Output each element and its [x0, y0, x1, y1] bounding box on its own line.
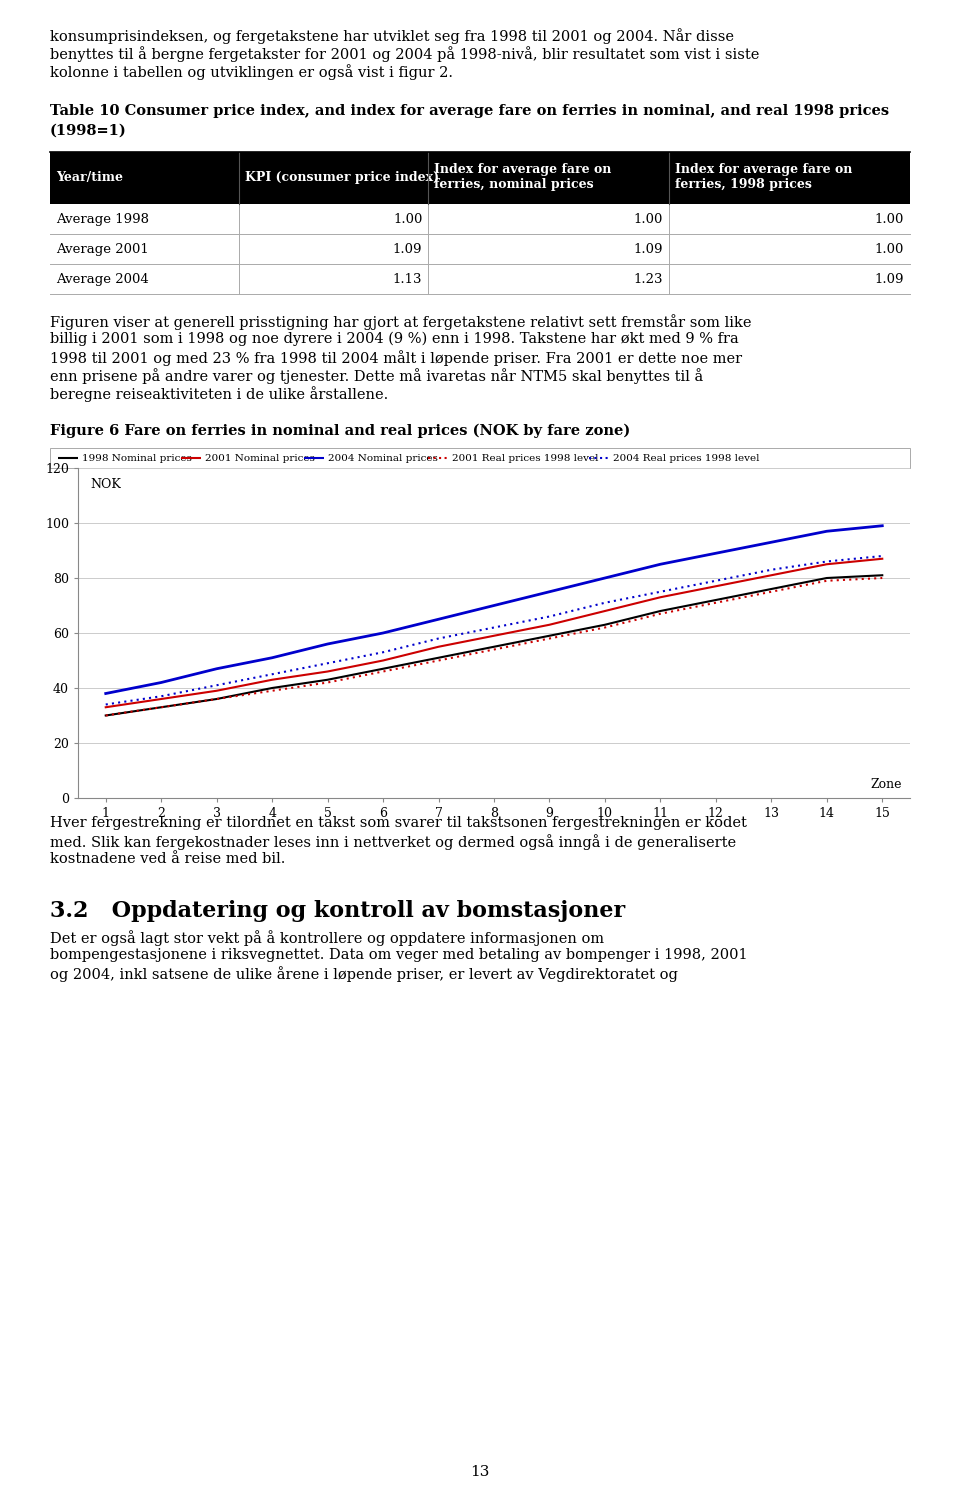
- Text: 1.09: 1.09: [634, 243, 663, 255]
- Text: Average 2001: Average 2001: [56, 243, 149, 255]
- Text: beregne reiseaktiviteten i de ulike årstallene.: beregne reiseaktiviteten i de ulike årst…: [50, 387, 388, 402]
- Text: Det er også lagt stor vekt på å kontrollere og oppdatere informasjonen om: Det er også lagt stor vekt på å kontroll…: [50, 929, 604, 946]
- Bar: [50, 264, 910, 294]
- Text: NOK: NOK: [90, 478, 121, 490]
- Text: Index for average fare on: Index for average fare on: [675, 163, 852, 175]
- Text: 2001 Real prices 1998 level: 2001 Real prices 1998 level: [451, 454, 598, 463]
- Text: ferries, 1998 prices: ferries, 1998 prices: [675, 178, 812, 190]
- Text: 2001 Nominal prices: 2001 Nominal prices: [205, 454, 315, 463]
- Text: Table 10 Consumer price index, and index for average fare on ferries in nominal,: Table 10 Consumer price index, and index…: [50, 103, 889, 118]
- Text: 13: 13: [470, 1465, 490, 1480]
- Text: KPI (consumer price index): KPI (consumer price index): [245, 171, 440, 183]
- Text: Average 1998: Average 1998: [56, 213, 149, 225]
- Text: kolonne i tabellen og utviklingen er også vist i figur 2.: kolonne i tabellen og utviklingen er ogs…: [50, 64, 453, 79]
- Text: og 2004, inkl satsene de ulike årene i løpende priser, er levert av Vegdirektora: og 2004, inkl satsene de ulike årene i l…: [50, 965, 678, 982]
- Text: med. Slik kan fergekostnader leses inn i nettverket og dermed også inngå i de ge: med. Slik kan fergekostnader leses inn i…: [50, 833, 736, 850]
- Text: Figure 6 Fare on ferries in nominal and real prices (NOK by fare zone): Figure 6 Fare on ferries in nominal and …: [50, 424, 631, 438]
- Text: konsumprisindeksen, og fergetakstene har utviklet seg fra 1998 til 2001 og 2004.: konsumprisindeksen, og fergetakstene har…: [50, 28, 734, 43]
- Text: 2004 Real prices 1998 level: 2004 Real prices 1998 level: [613, 454, 759, 463]
- Text: (1998=1): (1998=1): [50, 124, 127, 138]
- Text: ferries, nominal prices: ferries, nominal prices: [434, 178, 594, 190]
- Text: 3.2   Oppdatering og kontroll av bomstasjoner: 3.2 Oppdatering og kontroll av bomstasjo…: [50, 899, 625, 922]
- Text: 1.00: 1.00: [393, 213, 422, 225]
- Text: 1.00: 1.00: [634, 213, 663, 225]
- Text: 1.00: 1.00: [875, 213, 904, 225]
- Text: Year/time: Year/time: [56, 171, 123, 183]
- Text: 1.00: 1.00: [875, 243, 904, 255]
- Text: 1.23: 1.23: [634, 273, 663, 285]
- Text: 1.13: 1.13: [393, 273, 422, 285]
- Text: 1998 til 2001 og med 23 % fra 1998 til 2004 målt i løpende priser. Fra 2001 er d: 1998 til 2001 og med 23 % fra 1998 til 2…: [50, 349, 742, 366]
- Text: 1.09: 1.09: [875, 273, 904, 285]
- Bar: [50, 234, 910, 264]
- Text: 1.09: 1.09: [393, 243, 422, 255]
- Text: Index for average fare on: Index for average fare on: [434, 163, 612, 175]
- Text: Figuren viser at generell prisstigning har gjort at fergetakstene relativt sett : Figuren viser at generell prisstigning h…: [50, 313, 752, 330]
- Text: bompengestasjonene i riksvegnettet. Data om veger med betaling av bompenger i 19: bompengestasjonene i riksvegnettet. Data…: [50, 947, 748, 962]
- Text: 2004 Nominal prices: 2004 Nominal prices: [328, 454, 439, 463]
- Text: benyttes til å bergne fergetakster for 2001 og 2004 på 1998-nivå, blir resultate: benyttes til å bergne fergetakster for 2…: [50, 46, 759, 61]
- Text: Zone: Zone: [870, 778, 901, 791]
- Text: billig i 2001 som i 1998 og noe dyrere i 2004 (9 %) enn i 1998. Takstene har økt: billig i 2001 som i 1998 og noe dyrere i…: [50, 331, 739, 346]
- Bar: [50, 448, 910, 468]
- Text: Hver fergestrekning er tilordnet en takst som svarer til takstsonen fergestrekni: Hver fergestrekning er tilordnet en taks…: [50, 815, 747, 830]
- Bar: [50, 151, 910, 204]
- Text: Average 2004: Average 2004: [56, 273, 149, 285]
- Text: 1998 Nominal prices: 1998 Nominal prices: [82, 454, 192, 463]
- Text: enn prisene på andre varer og tjenester. Dette må ivaretas når NTM5 skal benytte: enn prisene på andre varer og tjenester.…: [50, 367, 704, 384]
- Text: kostnadene ved å reise med bil.: kostnadene ved å reise med bil.: [50, 851, 285, 866]
- Bar: [50, 204, 910, 234]
